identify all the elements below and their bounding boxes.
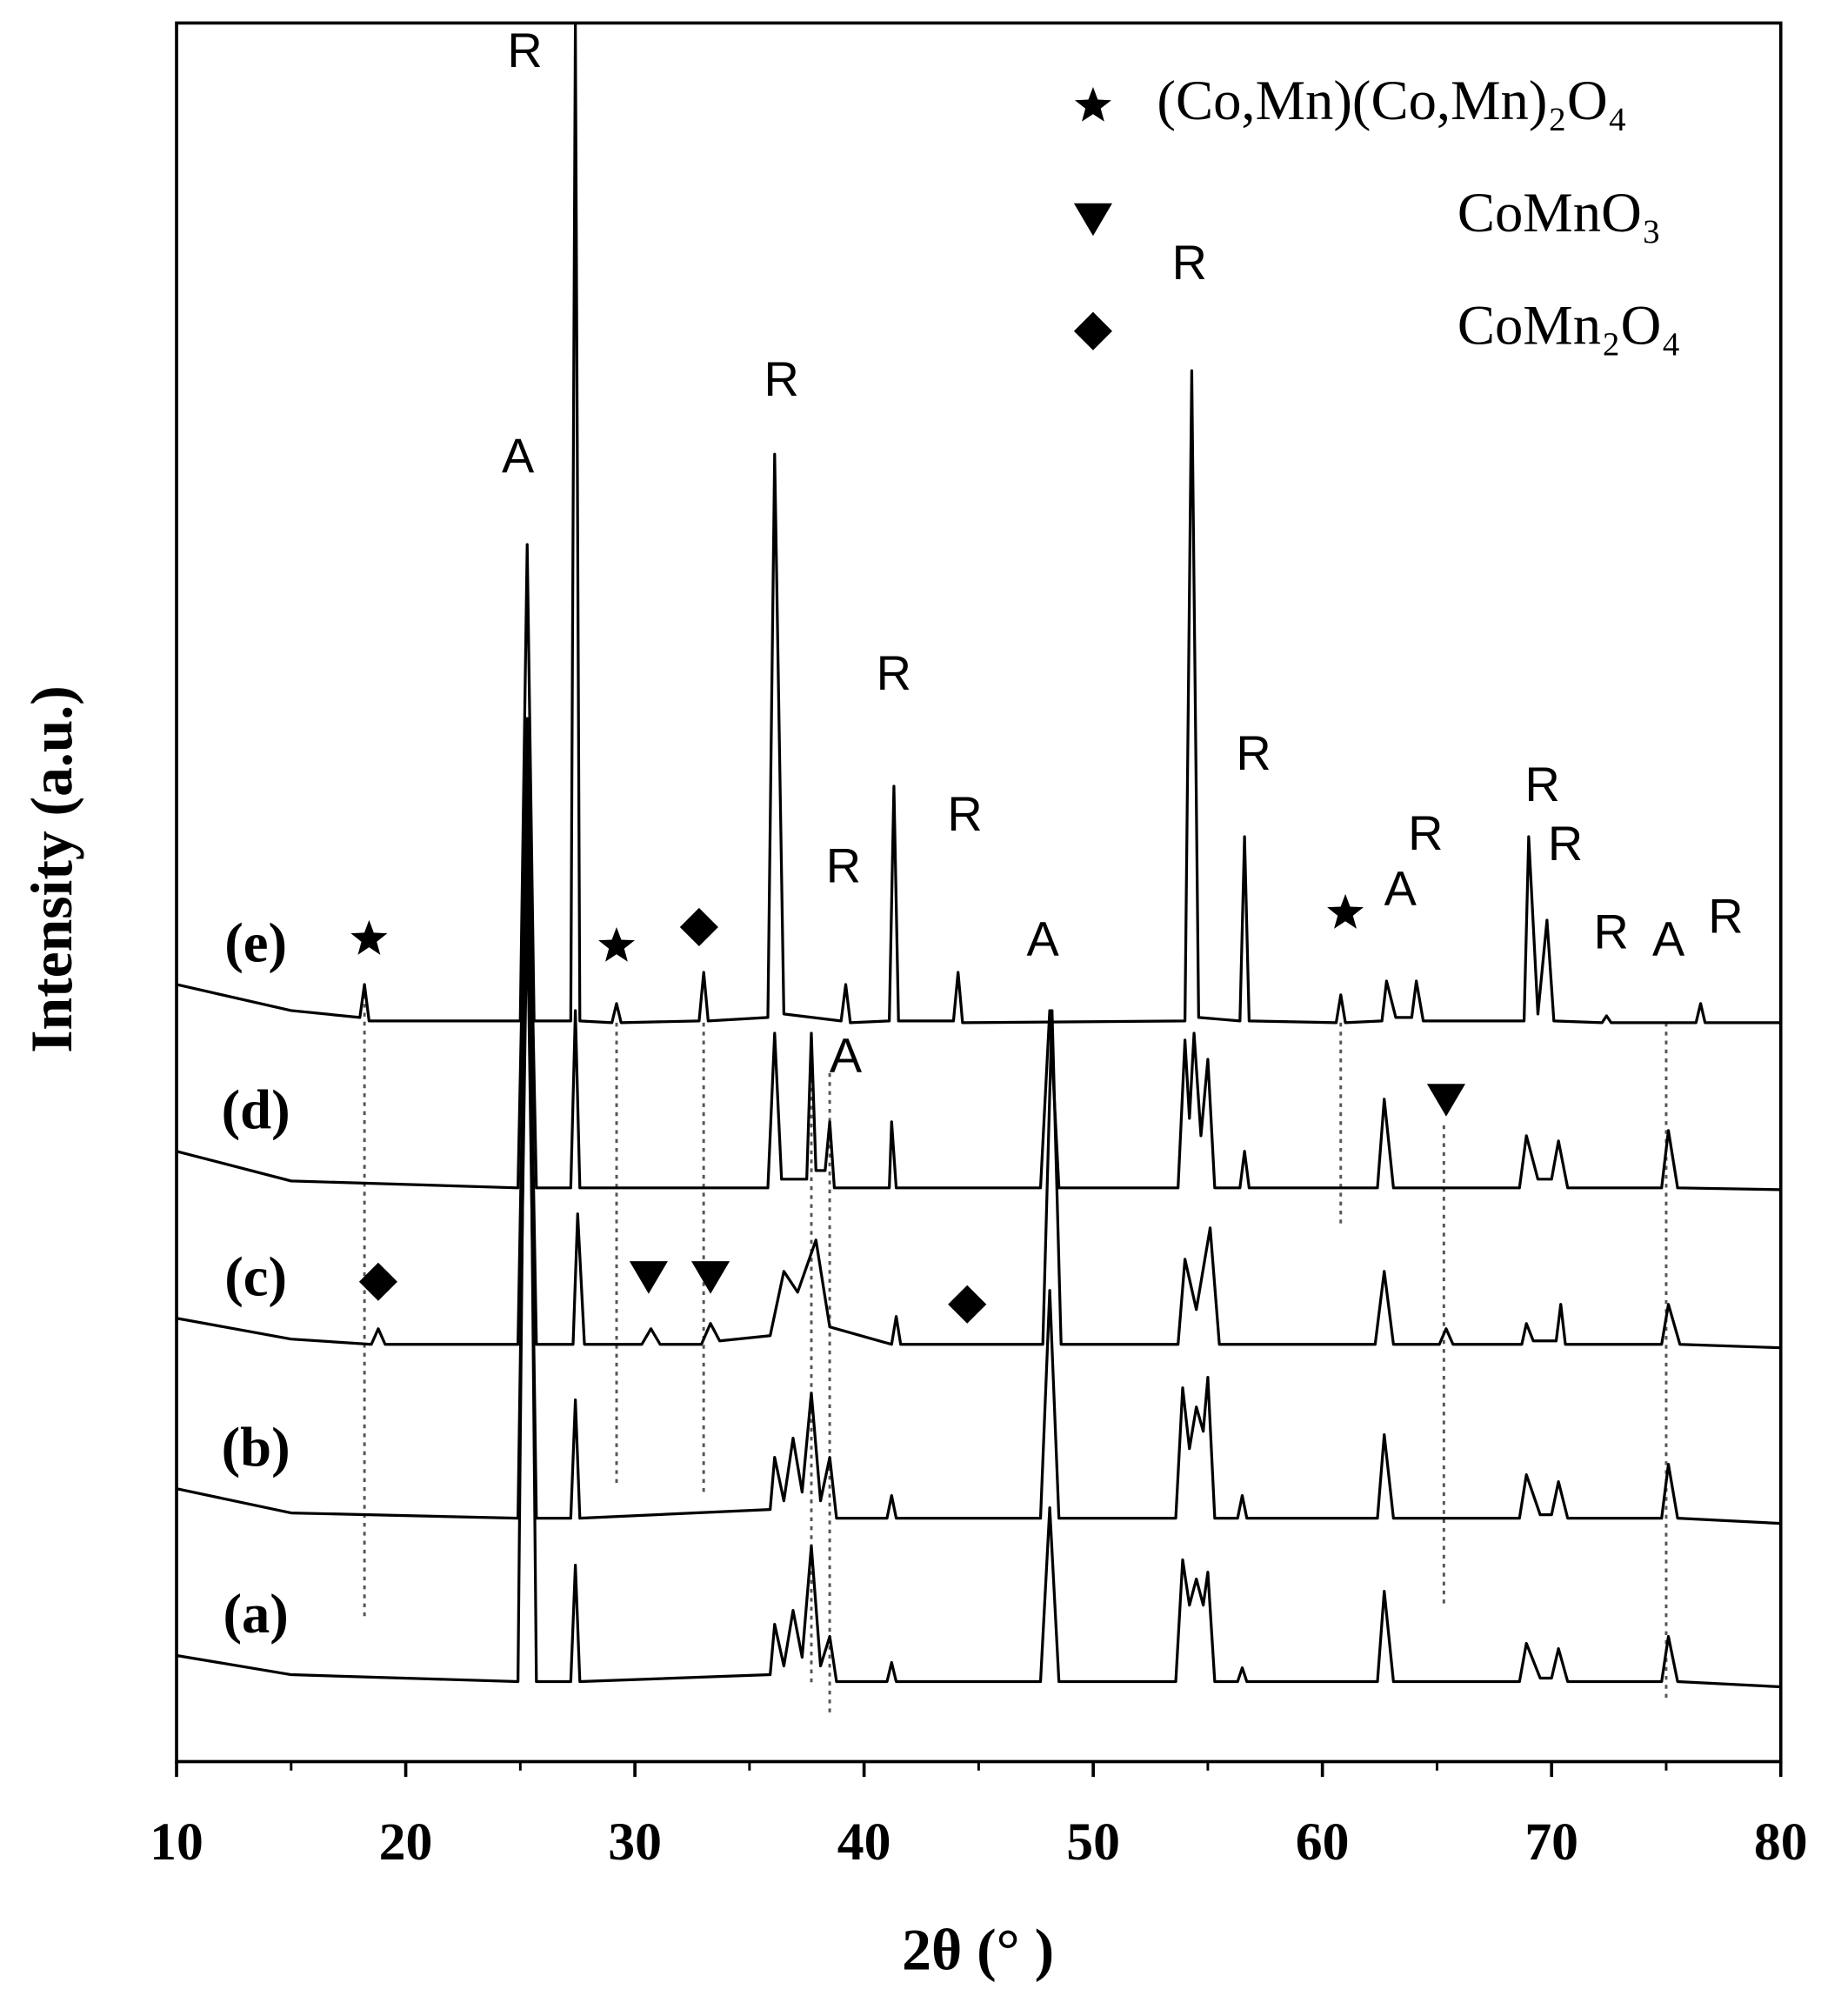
series-line [176,892,1781,1525]
x-tick-label: 50 [1066,1812,1120,1872]
phase-label: R [764,351,799,406]
phase-label: R [1548,816,1583,871]
phase-label: R [1236,725,1271,780]
series-label: (e) [224,911,287,974]
series-label: (c) [224,1245,287,1307]
y-axis-label: Intensity (a.u.) [19,685,84,1053]
phase-label: A [830,1028,863,1083]
phase-label: R [877,645,911,700]
phase-label: A [1027,911,1060,966]
legend-symbol [1074,86,1111,122]
legend-label: (Co,Mn)(Co,Mn)₂O₄ [1157,69,1627,131]
x-tick-label: 60 [1296,1812,1350,1872]
series-label: (a) [223,1582,288,1645]
x-tick-label: 80 [1754,1812,1808,1872]
series-line [176,738,1781,1192]
phase-label: A [1652,911,1685,966]
x-tick-label: 70 [1524,1812,1578,1872]
phase-label: R [1172,235,1207,290]
phase-label: R [1408,805,1443,860]
legend-label: CoMnO₃ [1457,181,1662,244]
series-line [176,830,1781,1350]
x-axis-label: 2θ (° ) [902,1917,1054,1982]
series-label: (d) [222,1078,290,1141]
x-tick-label: 40 [837,1812,891,1872]
phase-label: R [507,23,542,77]
x-tick-label: 20 [379,1812,433,1872]
phase-marker [1327,893,1364,929]
phase-marker [350,919,388,955]
legend-symbol [1073,203,1112,237]
phase-label: R [947,786,982,841]
series-label: (b) [222,1415,290,1478]
series-line [176,21,1781,1025]
phase-marker [691,1261,730,1294]
series-line [176,717,1781,1689]
phase-label: R [1708,889,1743,944]
legend-label: CoMn₂O₄ [1457,294,1681,357]
phase-label: A [502,428,535,483]
phase-label: A [1384,861,1417,916]
phase-marker [948,1285,987,1324]
phase-label: R [1594,905,1629,959]
x-tick-label: 10 [150,1812,203,1872]
phase-marker [1426,1084,1466,1117]
x-tick-label: 30 [608,1812,662,1872]
phase-label: R [1524,757,1559,811]
phase-marker [598,926,635,962]
phase-label: R [826,838,861,893]
phase-marker [629,1261,668,1294]
phase-marker [679,907,718,947]
